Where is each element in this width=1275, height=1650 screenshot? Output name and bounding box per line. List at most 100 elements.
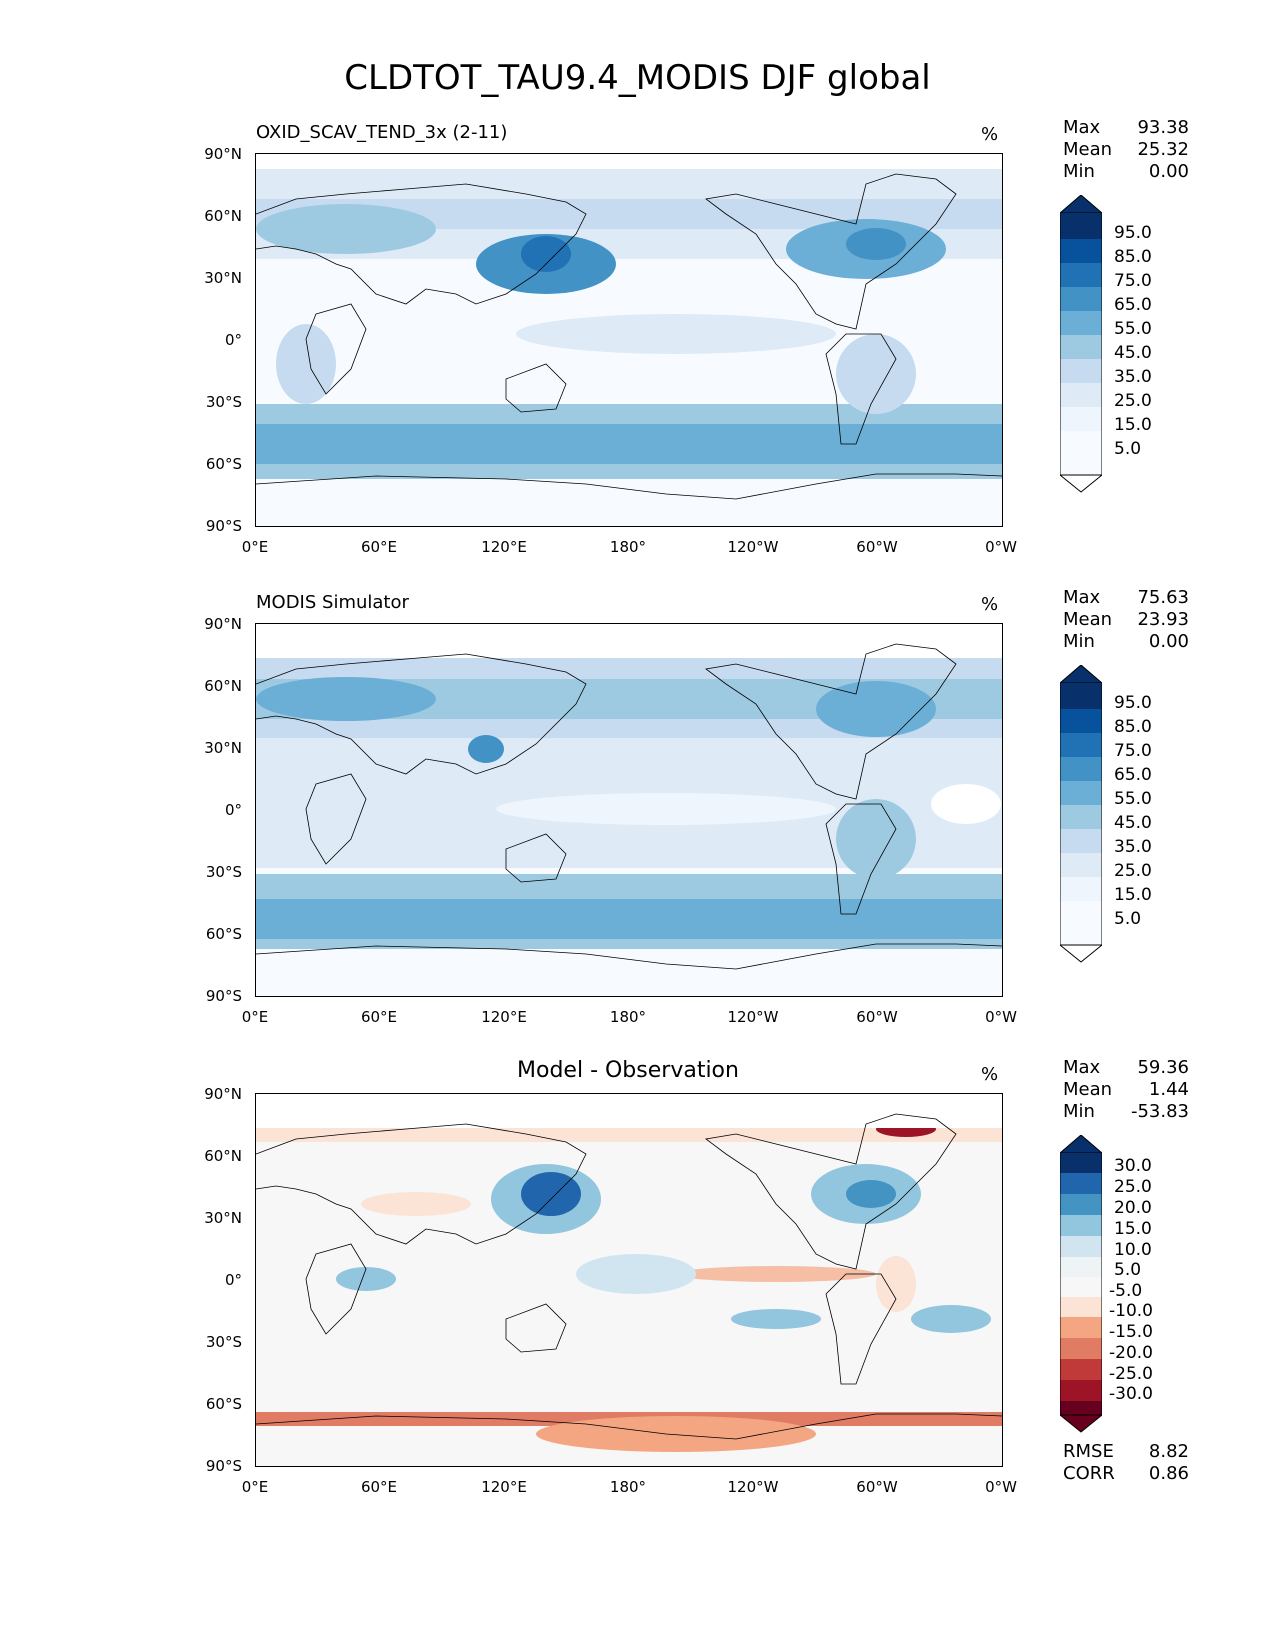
lon-tick-0w: 0°W	[985, 538, 1017, 556]
lon-tick-60e: 60°E	[360, 1008, 398, 1026]
lon-tick-60w: 60°W	[856, 1478, 898, 1496]
colorbar-tick: 85.0	[1114, 717, 1152, 737]
colorbar-tick: 75.0	[1114, 741, 1152, 761]
lat-tick-60s: 60°S	[205, 925, 242, 943]
lat-tick-90n: 90°N	[204, 145, 242, 163]
colorbar-tick: 55.0	[1114, 319, 1152, 339]
lat-tick-0: 0°	[224, 1271, 242, 1289]
lon-tick-60e: 60°E	[360, 538, 398, 556]
colorbar-tick: 25.0	[1114, 1177, 1152, 1197]
lon-tick-0e: 0°E	[241, 1008, 269, 1026]
stat-max-label: Max	[1063, 587, 1101, 608]
lat-tick-30n: 30°N	[204, 1209, 242, 1227]
colorbar-svg	[1058, 194, 1104, 493]
stat-max-value: 93.38	[1137, 117, 1189, 138]
lon-tick-0w: 0°W	[985, 1478, 1017, 1496]
colorbar-tick: 20.0	[1114, 1198, 1152, 1218]
colorbar-tick: 55.0	[1114, 789, 1152, 809]
colorbar-tick: 15.0	[1114, 885, 1152, 905]
lat-tick-0: 0°	[224, 331, 242, 349]
lat-tick-90n: 90°N	[204, 1085, 242, 1103]
unit-label: %	[981, 594, 999, 615]
colorbar-tick: 35.0	[1114, 837, 1152, 857]
map-svg-diff	[256, 1094, 1002, 1466]
colorbar-tick: 5.0	[1114, 439, 1142, 459]
colorbar-tick: 95.0	[1114, 693, 1152, 713]
lon-tick-120w: 120°W	[727, 538, 779, 556]
stat-mean-value: 25.32	[1137, 139, 1189, 160]
stat-mean-value: 23.93	[1137, 609, 1189, 630]
lat-tick-0: 0°	[224, 801, 242, 819]
colorbar-tick: 15.0	[1114, 1219, 1152, 1239]
stat-max-label: Max	[1063, 117, 1101, 138]
map-panel	[255, 623, 1003, 997]
lat-tick-30s: 30°S	[205, 1333, 242, 1351]
colorbar-svg	[1058, 664, 1104, 963]
lat-tick-60n: 60°N	[204, 207, 242, 225]
stat-min-value: -53.83	[1130, 1101, 1189, 1122]
colorbar-tick: 65.0	[1114, 295, 1152, 315]
lon-tick-60e: 60°E	[360, 1478, 398, 1496]
colorbar-tick: -20.0	[1109, 1343, 1153, 1363]
stat-min-label: Min	[1063, 631, 1095, 652]
lat-tick-30s: 30°S	[205, 863, 242, 881]
lon-tick-0e: 0°E	[241, 538, 269, 556]
lon-tick-120e: 120°E	[481, 1008, 527, 1026]
lon-tick-120e: 120°E	[481, 538, 527, 556]
rmse-value: 8.82	[1148, 1441, 1189, 1462]
panel-model: OXID_SCAV_TEND_3x (2-11) %	[0, 0, 1275, 556]
lon-tick-0e: 0°E	[241, 1478, 269, 1496]
colorbar-tick: 95.0	[1114, 223, 1152, 243]
colorbar-tick: 75.0	[1114, 271, 1152, 291]
colorbar-tick: 25.0	[1114, 861, 1152, 881]
colorbar-tick: -30.0	[1109, 1384, 1153, 1404]
lon-tick-60w: 60°W	[856, 538, 898, 556]
lon-tick-60w: 60°W	[856, 1008, 898, 1026]
stat-mean-label: Mean	[1063, 1079, 1113, 1100]
stat-min-value: 0.00	[1148, 161, 1189, 182]
lon-tick-120e: 120°E	[481, 1478, 527, 1496]
stat-mean-value: 1.44	[1148, 1079, 1189, 1100]
map-panel	[255, 153, 1003, 527]
colorbar-tick: 65.0	[1114, 765, 1152, 785]
colorbar-tick: 30.0	[1114, 1156, 1152, 1176]
stat-max-value: 75.63	[1137, 587, 1189, 608]
colorbar	[1058, 1134, 1104, 1433]
lon-tick-180: 180°	[609, 1008, 647, 1026]
stat-mean-label: Mean	[1063, 139, 1113, 160]
colorbar-tick: 45.0	[1114, 343, 1152, 363]
stat-max-value: 59.36	[1137, 1057, 1189, 1078]
stat-min-value: 0.00	[1148, 631, 1189, 652]
rmse-label: RMSE	[1063, 1441, 1114, 1462]
panel-title: Model - Observation	[517, 1058, 739, 1083]
stat-mean-label: Mean	[1063, 609, 1113, 630]
corr-value: 0.86	[1148, 1463, 1189, 1484]
unit-label: %	[981, 1064, 999, 1085]
colorbar-tick: 15.0	[1114, 415, 1152, 435]
lat-tick-60s: 60°S	[205, 1395, 242, 1413]
lat-tick-60n: 60°N	[204, 1147, 242, 1165]
panel-diff: Model - Observation %	[0, 940, 1275, 1496]
lat-tick-30n: 30°N	[204, 269, 242, 287]
map-panel	[255, 1093, 1003, 1467]
stat-min-label: Min	[1063, 1101, 1095, 1122]
stat-min-label: Min	[1063, 161, 1095, 182]
panel-title: MODIS Simulator	[256, 592, 409, 613]
colorbar	[1058, 194, 1104, 493]
colorbar-tick: 25.0	[1114, 391, 1152, 411]
lat-tick-90n: 90°N	[204, 615, 242, 633]
corr-label: CORR	[1063, 1463, 1115, 1484]
colorbar-tick: -25.0	[1109, 1364, 1153, 1384]
lon-tick-120w: 120°W	[727, 1008, 779, 1026]
figure-title: CLDTOT_TAU9.4_MODIS DJF global	[344, 58, 931, 98]
lon-tick-180: 180°	[609, 538, 647, 556]
lat-tick-90s: 90°S	[205, 1457, 242, 1475]
lon-tick-120w: 120°W	[727, 1478, 779, 1496]
colorbar-tick: -5.0	[1109, 1281, 1143, 1301]
map-svg-model	[256, 154, 1002, 526]
colorbar-tick: 5.0	[1114, 1260, 1142, 1280]
colorbar-tick: -10.0	[1109, 1301, 1153, 1321]
colorbar-tick: 35.0	[1114, 367, 1152, 387]
colorbar-tick: -15.0	[1109, 1322, 1153, 1342]
lat-tick-60n: 60°N	[204, 677, 242, 695]
